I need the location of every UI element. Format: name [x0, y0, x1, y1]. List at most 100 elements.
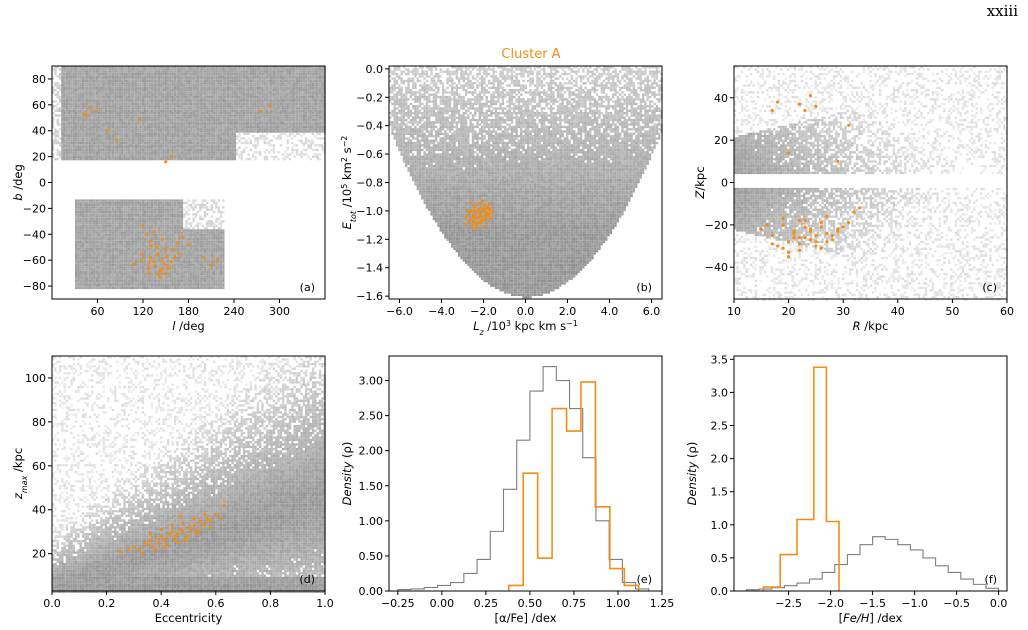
density-cell [190, 155, 193, 158]
density-cell [150, 105, 154, 108]
density-cell [100, 268, 103, 271]
density-cell [114, 208, 117, 211]
density-cell [192, 82, 195, 85]
density-cell [139, 125, 142, 129]
density-cell [125, 206, 128, 209]
density-cell [176, 77, 179, 80]
density-cell [164, 107, 167, 110]
density-cell [102, 279, 105, 283]
density-cell [169, 121, 172, 124]
density-cell [196, 210, 200, 214]
density-cell [111, 206, 115, 209]
density-cell [141, 270, 144, 273]
density-cell [104, 247, 108, 250]
density-cell [180, 155, 184, 158]
density-cell [183, 91, 186, 94]
density-cell [84, 89, 87, 92]
density-cell [54, 141, 57, 145]
density-cell [91, 75, 94, 78]
density-cell [190, 282, 193, 285]
density-cell [130, 231, 133, 234]
density-cell [109, 141, 112, 145]
density-cell [123, 199, 126, 202]
density-cell [114, 153, 117, 156]
density-cell [118, 93, 121, 96]
density-cell [81, 144, 85, 147]
density-cell [134, 139, 138, 142]
density-cell [79, 95, 82, 99]
density-cell [171, 105, 174, 108]
density-cell [130, 259, 133, 262]
density-cell [118, 240, 121, 244]
density-cell [153, 213, 156, 216]
density-cell [104, 75, 108, 78]
density-cell [176, 125, 179, 129]
density-cell [93, 227, 96, 230]
density-cell [86, 118, 89, 122]
density-cell [86, 102, 89, 106]
density-cell [79, 227, 82, 230]
density-cell [116, 70, 119, 73]
density-cell [150, 282, 154, 285]
density-cell [206, 141, 209, 145]
density-cell [102, 89, 105, 92]
density-cell [183, 137, 186, 140]
density-cell [77, 84, 80, 87]
density-cell [157, 86, 161, 89]
density-cell [109, 95, 112, 99]
density-cell [95, 261, 98, 264]
density-cell [75, 107, 78, 110]
density-cell [121, 100, 124, 103]
density-cell [132, 206, 135, 209]
density-cell [75, 247, 78, 250]
density-cell [137, 229, 140, 232]
density-cell [79, 252, 82, 255]
density-cell [171, 125, 174, 129]
density-cell [84, 91, 87, 94]
density-cell [196, 238, 200, 241]
density-cell [171, 268, 174, 271]
density-cell [118, 137, 121, 140]
density-cell [185, 266, 188, 269]
density-cell [148, 231, 151, 234]
density-cell [79, 130, 82, 133]
density-cell [153, 66, 156, 69]
density-cell [187, 82, 190, 85]
density-cell [180, 128, 184, 131]
density-cell [81, 213, 85, 216]
density-cell [95, 153, 98, 156]
density-cell [206, 243, 209, 246]
density-cell [185, 91, 188, 94]
density-cell [118, 229, 121, 232]
density-cell [192, 277, 195, 280]
density-cell [206, 247, 209, 250]
density-cell [91, 141, 94, 145]
density-cell [102, 220, 105, 223]
density-cell [86, 66, 89, 69]
density-cell [88, 82, 92, 85]
density-cell [199, 128, 202, 131]
density-cell [81, 275, 85, 278]
density-cell [130, 252, 133, 255]
density-cell [164, 116, 167, 119]
density-cell [54, 82, 57, 85]
density-cell [104, 116, 108, 119]
density-cell [111, 72, 115, 76]
density-cell [160, 135, 163, 138]
density-cell [65, 66, 69, 69]
density-cell [81, 139, 85, 142]
density-cell [116, 261, 119, 264]
density-cell [93, 95, 96, 99]
density-cell [134, 217, 138, 221]
density-cell [75, 275, 78, 278]
density-cell [155, 213, 158, 216]
density-cell [157, 148, 161, 152]
density-cell [167, 238, 170, 241]
density-cell [116, 215, 119, 218]
density-cell [144, 217, 147, 221]
density-cell [173, 148, 177, 152]
density-cell [167, 199, 170, 202]
density-cell [148, 247, 151, 250]
density-cell [155, 259, 158, 262]
density-cell [86, 112, 89, 115]
